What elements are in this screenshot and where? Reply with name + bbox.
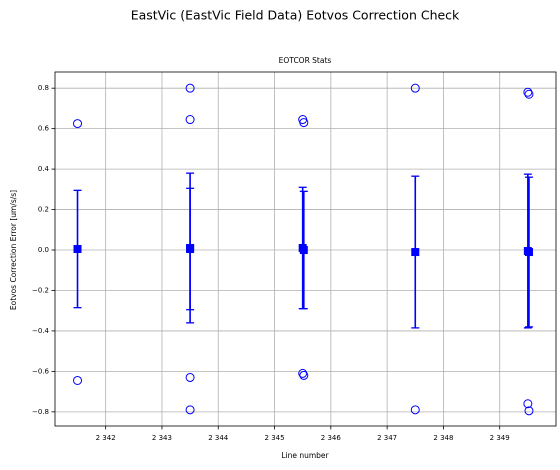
x-tick-label: 2 343 (152, 434, 172, 442)
y-tick-label: 0.6 (38, 125, 50, 133)
y-tick-label: −0.6 (32, 367, 50, 375)
x-tick-label: 2 342 (96, 434, 116, 442)
max-marker (185, 83, 195, 93)
y-tick-label: −0.8 (32, 408, 49, 416)
x-axis-label: Line number (281, 451, 329, 460)
mean-marker (524, 248, 533, 257)
mean-marker (73, 245, 82, 253)
max-marker (299, 118, 309, 128)
x-tick-label: 2 346 (321, 434, 342, 442)
chart-title: EastVic (EastVic Field Data) Eotvos Corr… (131, 8, 460, 23)
x-tick-label: 2 345 (265, 434, 285, 442)
max-marker (185, 115, 195, 125)
mean-marker (411, 248, 420, 257)
y-tick-label: 0.2 (38, 206, 49, 214)
y-tick-label: 0.0 (38, 246, 49, 254)
min-marker (185, 405, 195, 415)
x-tick-label: 2 347 (377, 434, 397, 442)
plot-area: 2 342 2 343 2 344 2 345 2 346 2 347 2 348 2 349… (32, 72, 556, 442)
y-tick-label: 0.8 (38, 84, 49, 92)
min-marker (524, 406, 534, 416)
min-marker (299, 370, 309, 380)
mean-marker (186, 245, 195, 253)
max-marker (410, 83, 420, 93)
y-axis-label: Eotvos Correction Error [um/s/s] (9, 190, 18, 310)
chart-subtitle: EOTCOR Stats (279, 56, 332, 65)
min-marker (73, 375, 83, 385)
min-marker (410, 405, 420, 415)
x-tick-label: 2 348 (433, 434, 453, 442)
max-marker (73, 119, 83, 129)
axes-frame (54, 71, 557, 427)
x-tick-label: 2 344 (208, 434, 229, 442)
max-marker (524, 89, 534, 99)
min-marker (185, 372, 195, 382)
y-tick-label: −0.4 (32, 327, 50, 335)
min-marker (523, 399, 533, 409)
y-tick-label: 0.4 (38, 165, 50, 173)
x-tick-label: 2 349 (490, 434, 510, 442)
y-tick-label: −0.2 (32, 286, 49, 294)
mean-marker (299, 246, 308, 255)
max-marker (523, 87, 533, 97)
min-marker (298, 368, 308, 378)
